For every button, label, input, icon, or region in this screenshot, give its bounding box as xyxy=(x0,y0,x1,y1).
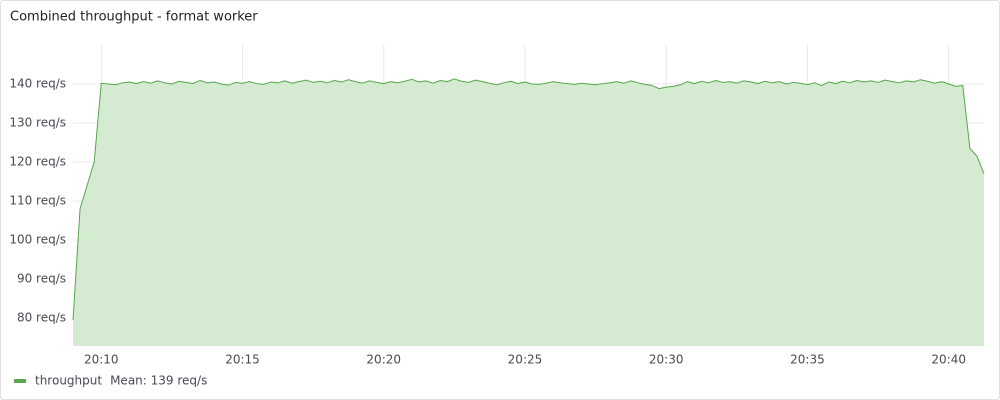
chart-title: Combined throughput - format worker xyxy=(10,10,258,25)
x-tick-label: 20:10 xyxy=(84,353,119,367)
x-tick-label: 20:35 xyxy=(790,353,825,367)
y-tick-label: 120 req/s xyxy=(9,154,66,168)
y-tick-label: 130 req/s xyxy=(9,115,66,129)
x-tick-label: 20:40 xyxy=(931,353,966,367)
x-tick-label: 20:20 xyxy=(366,353,401,367)
x-tick-label: 20:30 xyxy=(649,353,684,367)
line xyxy=(72,78,985,320)
y-tick-label: 110 req/s xyxy=(9,193,66,207)
x-tick-label: 20:25 xyxy=(508,353,543,367)
y-tick-label: 140 req/s xyxy=(9,76,66,90)
legend-swatch xyxy=(14,379,26,383)
y-tick-label: 100 req/s xyxy=(9,232,66,246)
area xyxy=(73,78,984,347)
y-tick-label: 90 req/s xyxy=(17,271,66,285)
x-tick-label: 20:15 xyxy=(225,353,260,367)
legend-stat: Mean: 139 req/s xyxy=(110,374,207,388)
legend-label: throughput xyxy=(35,374,102,388)
y-tick-label: 80 req/s xyxy=(17,310,66,324)
